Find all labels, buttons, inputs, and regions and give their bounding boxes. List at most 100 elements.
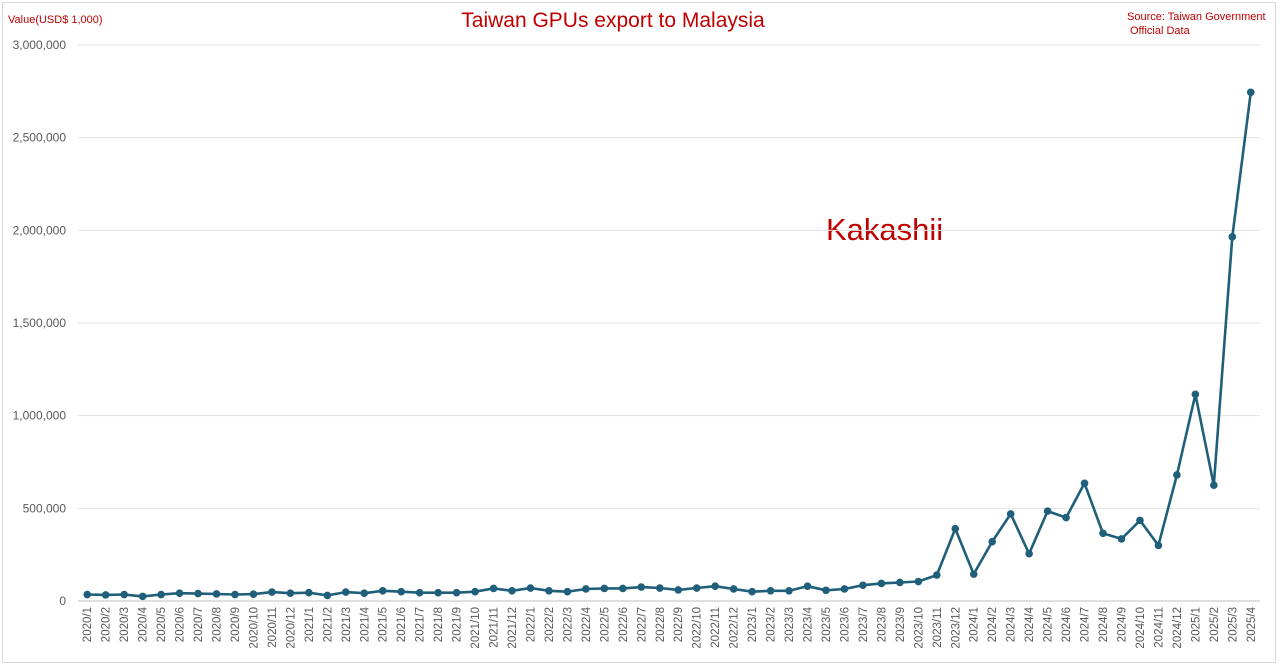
- data-point: [194, 589, 202, 598]
- data-point: [914, 577, 923, 586]
- watermark-annotation: Kakashii: [826, 212, 944, 247]
- x-tick-label: 2024/4: [1024, 606, 1036, 642]
- series-line-path: [87, 92, 1253, 598]
- x-tick-label: 2024/11: [1153, 607, 1165, 648]
- x-tick-label: 2022/10: [692, 607, 704, 649]
- data-point: [1099, 529, 1107, 538]
- y-axis-unit-label: Value(USD$ 1,000): [8, 14, 103, 26]
- x-tick-label: 2022/11: [710, 607, 722, 648]
- data-point: [83, 590, 92, 599]
- y-tick-label: 2,000,000: [13, 223, 67, 237]
- data-point: [1210, 481, 1218, 489]
- data-point: [619, 584, 627, 593]
- data-point: [1043, 507, 1052, 515]
- x-tick-label: 2020/12: [285, 607, 297, 649]
- x-tick-label: 2022/7: [636, 607, 648, 642]
- data-point: [101, 591, 110, 599]
- data-point: [268, 588, 276, 596]
- x-tick-label: 2024/12: [1172, 607, 1184, 649]
- data-point: [341, 588, 350, 596]
- data-point: [563, 587, 572, 596]
- data-point: [175, 589, 184, 598]
- data-point: [711, 582, 719, 590]
- x-tick-label: 2021/5: [378, 607, 390, 642]
- x-tick-label: 2020/1: [82, 607, 94, 642]
- series-line: [87, 92, 1253, 598]
- x-tick-label: 2024/6: [1061, 607, 1073, 642]
- data-point: [1191, 390, 1200, 399]
- data-point: [378, 587, 387, 595]
- x-tick-label: 2022/5: [599, 607, 611, 642]
- data-point: [1154, 541, 1163, 550]
- x-tick-label: 2020/3: [119, 607, 131, 642]
- x-tick-label: 2023/3: [784, 607, 796, 642]
- x-tick-label: 2020/2: [101, 607, 113, 642]
- x-tick-label: 2021/6: [396, 607, 408, 642]
- x-tick-label: 2023/2: [766, 607, 778, 642]
- x-tick-label: 2021/7: [415, 607, 427, 642]
- data-point: [1173, 471, 1181, 479]
- x-tick-label: 2024/7: [1080, 607, 1092, 642]
- source-line-2: Official Data: [1130, 25, 1190, 37]
- x-tick-label: 2024/2: [987, 607, 999, 642]
- x-axis-ticks: 2020/1 2020/2 2020/3 2020/4 2020/5 2020/6 2020…: [82, 606, 1258, 648]
- x-tick-label: 2021/12: [507, 607, 519, 649]
- data-point: [360, 589, 369, 598]
- x-tick-label: 2020/9: [230, 607, 242, 642]
- x-tick-label: 2023/8: [876, 607, 888, 642]
- data-point: [748, 587, 756, 596]
- data-point: [508, 587, 516, 595]
- data-point: [434, 588, 442, 597]
- x-tick-label: 2023/4: [803, 606, 815, 642]
- x-tick-label: 2024/3: [1006, 607, 1018, 642]
- data-point: [600, 584, 609, 593]
- data-point: [212, 590, 221, 598]
- data-point: [1117, 535, 1126, 543]
- x-tick-label: 2022/2: [544, 607, 556, 642]
- data-point: [1246, 88, 1255, 97]
- x-tick-label: 2023/10: [913, 607, 925, 649]
- y-tick-label: 1,000,000: [13, 409, 67, 423]
- x-tick-label: 2020/11: [267, 607, 279, 648]
- data-point: [545, 587, 553, 595]
- y-axis-ticks: 0 500,000 1,000,000 1,500,000 2,000,000 2,500…: [13, 38, 67, 608]
- data-point: [471, 587, 479, 596]
- x-tick-label: 2022/12: [729, 607, 741, 649]
- y-tick-label: 0: [59, 594, 66, 608]
- source-line-1: Source: Taiwan Government: [1127, 11, 1266, 23]
- y-tick-label: 1,500,000: [13, 316, 67, 330]
- data-point: [692, 584, 701, 592]
- data-point: [138, 592, 147, 601]
- data-point: [637, 583, 646, 591]
- data-point: [489, 584, 498, 593]
- data-point: [323, 591, 332, 600]
- data-point: [1136, 516, 1144, 525]
- x-tick-label: 2022/3: [562, 607, 574, 642]
- x-tick-label: 2021/3: [341, 607, 353, 642]
- x-tick-label: 2024/1: [969, 607, 981, 642]
- data-point: [1025, 549, 1033, 558]
- x-tick-label: 2022/1: [525, 607, 537, 642]
- data-point: [582, 585, 590, 593]
- x-tick-label: 2022/9: [673, 607, 685, 642]
- data-point: [896, 578, 904, 587]
- data-point: [120, 590, 128, 599]
- chart-title: Taiwan GPUs export to Malaysia: [461, 9, 765, 32]
- series-points: [83, 88, 1255, 601]
- data-point: [988, 537, 997, 546]
- x-tick-label: 2024/9: [1116, 607, 1128, 642]
- data-point: [1006, 510, 1015, 518]
- data-point: [785, 587, 793, 595]
- x-tick-label: 2023/1: [747, 607, 759, 642]
- x-tick-label: 2020/4: [138, 606, 150, 642]
- x-tick-label: 2022/4: [581, 606, 593, 642]
- data-point: [305, 588, 313, 597]
- data-point: [655, 584, 664, 592]
- data-point: [157, 590, 165, 599]
- data-point: [969, 570, 978, 578]
- data-point: [526, 584, 535, 592]
- x-tick-label: 2023/6: [839, 607, 851, 642]
- x-tick-label: 2021/8: [433, 607, 445, 642]
